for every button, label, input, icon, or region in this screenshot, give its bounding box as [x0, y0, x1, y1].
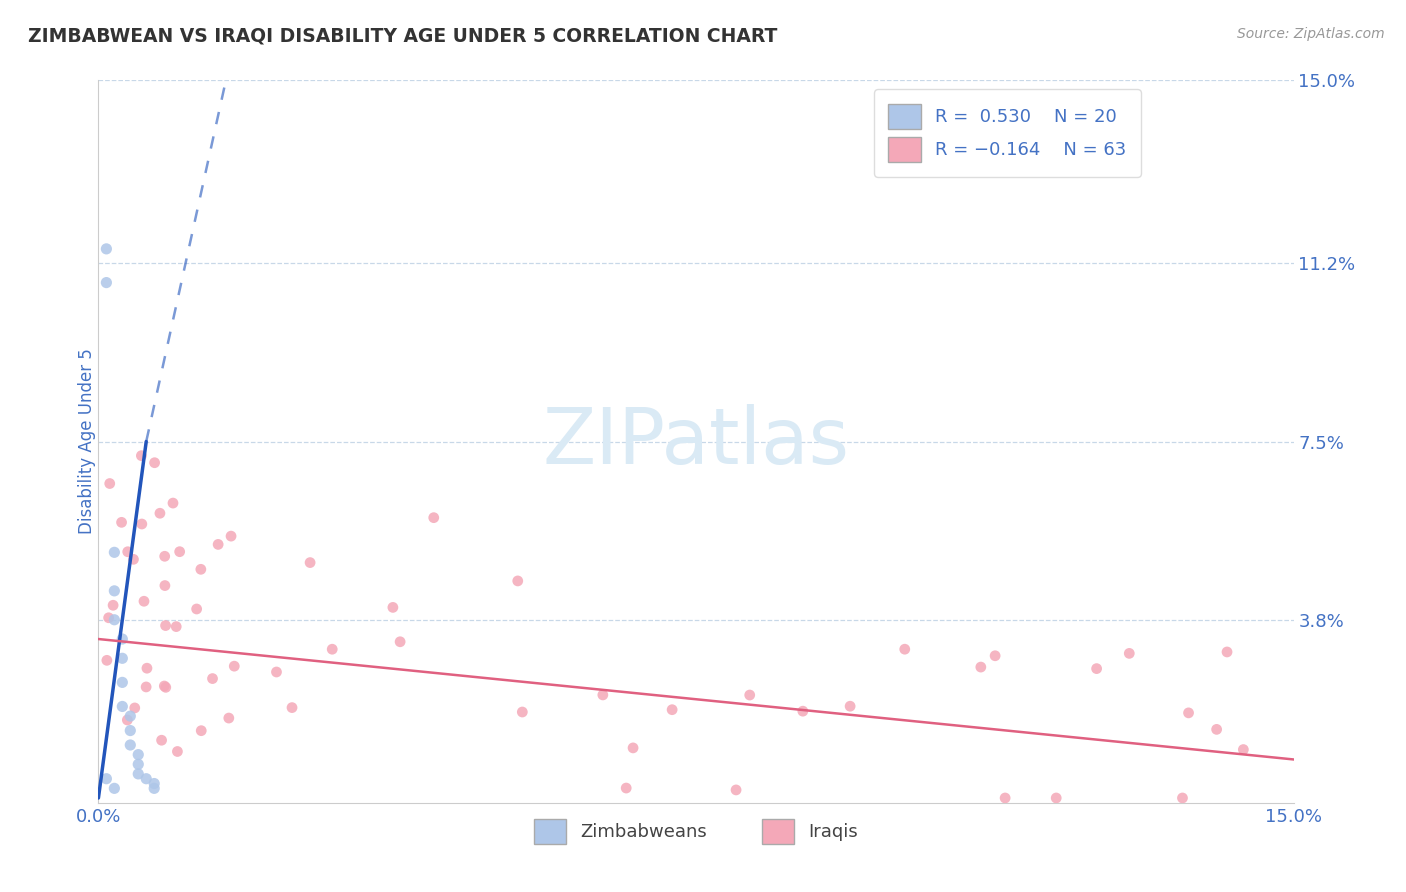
Point	[224, 659, 246, 673]
Text: ZIMBABWEAN VS IRAQI DISABILITY AGE UNDER 5 CORRELATION CHART: ZIMBABWEAN VS IRAQI DISABILITY AGE UNDER…	[28, 27, 778, 45]
Point	[127, 757, 149, 772]
Text: Source: ZipAtlas.com: Source: ZipAtlas.com	[1237, 27, 1385, 41]
Point	[1205, 723, 1227, 737]
Point	[893, 642, 915, 657]
Point	[111, 675, 134, 690]
Point	[155, 618, 177, 632]
Point	[127, 747, 149, 762]
Y-axis label: Disability Age Under 5: Disability Age Under 5	[79, 349, 96, 534]
Point	[839, 699, 862, 714]
Point	[124, 701, 146, 715]
Point	[111, 651, 134, 665]
Point	[103, 781, 125, 796]
Point	[299, 556, 322, 570]
Point	[506, 574, 529, 588]
Point	[96, 653, 118, 667]
Point	[155, 681, 177, 695]
Point	[614, 780, 637, 795]
Point	[111, 699, 134, 714]
Point	[1232, 742, 1254, 756]
Legend: Zimbabweans, Iraqis: Zimbabweans, Iraqis	[519, 805, 873, 859]
Point	[150, 733, 173, 747]
Point	[970, 660, 993, 674]
Point	[149, 506, 172, 520]
Point	[153, 578, 176, 592]
Point	[219, 529, 242, 543]
Point	[218, 711, 240, 725]
Point	[165, 619, 187, 633]
Point	[103, 583, 125, 598]
Point	[117, 545, 139, 559]
Point	[592, 688, 614, 702]
Point	[169, 544, 191, 558]
Point	[120, 709, 142, 723]
Point	[153, 549, 176, 564]
Point	[738, 688, 761, 702]
Point	[153, 679, 176, 693]
Point	[984, 648, 1007, 663]
Point	[111, 632, 134, 646]
Point	[994, 791, 1017, 805]
Point	[103, 613, 125, 627]
Point	[96, 276, 118, 290]
Point	[621, 740, 644, 755]
Point	[143, 776, 166, 790]
Point	[422, 510, 444, 524]
Point	[321, 642, 343, 657]
Point	[1118, 646, 1140, 660]
Point	[186, 602, 208, 616]
Point	[1171, 791, 1194, 805]
Point	[96, 242, 118, 256]
Point	[389, 634, 412, 648]
Point	[96, 772, 118, 786]
Point	[131, 516, 153, 531]
Point	[207, 537, 229, 551]
Point	[143, 781, 166, 796]
Point	[190, 562, 212, 576]
Point	[117, 713, 139, 727]
Point	[1085, 662, 1108, 676]
Point	[131, 449, 153, 463]
Point	[1045, 791, 1067, 805]
Point	[281, 700, 304, 714]
Point	[103, 545, 125, 559]
Point	[120, 738, 142, 752]
Point	[136, 661, 159, 675]
Point	[127, 767, 149, 781]
Point	[381, 600, 404, 615]
Point	[201, 672, 224, 686]
Point	[122, 552, 145, 566]
Text: ZIPatlas: ZIPatlas	[543, 403, 849, 480]
Point	[132, 594, 155, 608]
Point	[135, 772, 157, 786]
Point	[266, 665, 288, 679]
Point	[162, 496, 184, 510]
Point	[725, 783, 748, 797]
Point	[1177, 706, 1199, 720]
Point	[661, 703, 683, 717]
Point	[190, 723, 212, 738]
Point	[110, 516, 132, 530]
Point	[510, 705, 533, 719]
Point	[120, 723, 142, 738]
Point	[97, 611, 120, 625]
Point	[166, 744, 188, 758]
Point	[143, 456, 166, 470]
Point	[135, 680, 157, 694]
Point	[101, 599, 124, 613]
Point	[1216, 645, 1239, 659]
Point	[792, 704, 814, 718]
Point	[98, 476, 121, 491]
